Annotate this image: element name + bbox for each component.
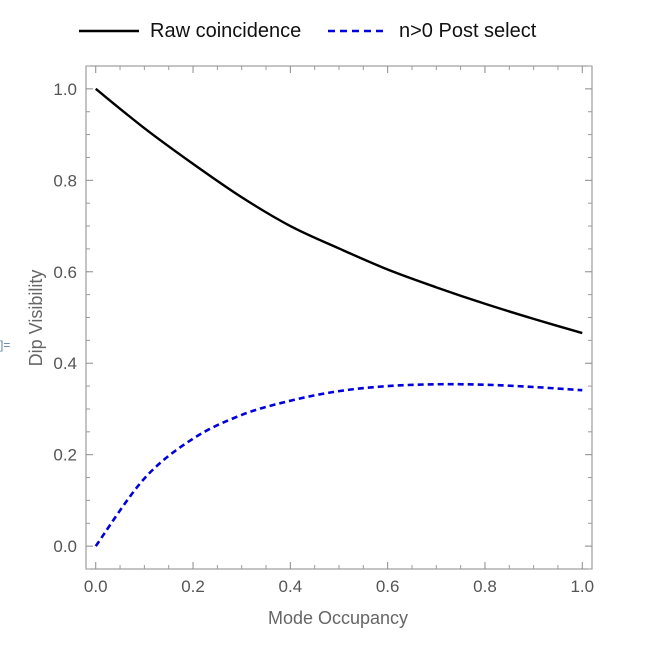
legend-label: Raw coincidence — [150, 20, 301, 42]
y-tick-label: 0.4 — [53, 354, 77, 373]
x-tick-label: 0.6 — [376, 577, 400, 596]
y-tick-label: 0.0 — [53, 537, 77, 556]
x-tick-label: 0.2 — [181, 577, 205, 596]
x-tick-label: 1.0 — [570, 577, 594, 596]
side-marker: ]= — [0, 338, 10, 352]
y-tick-label: 0.6 — [53, 263, 77, 282]
y-tick-label: 0.8 — [53, 171, 77, 190]
legend-label: n>0 Post select — [399, 20, 537, 42]
x-tick-label: 0.8 — [473, 577, 497, 596]
y-tick-label: 0.2 — [53, 446, 77, 465]
x-tick-label: 0.4 — [279, 577, 303, 596]
y-tick-label: 1.0 — [53, 80, 77, 99]
series-line-raw-coincidence — [94, 87, 583, 335]
y-axis-label: Dip Visibility — [26, 270, 46, 367]
x-tick-label: 0.0 — [84, 577, 108, 596]
x-axis-label: Mode Occupancy — [268, 608, 408, 628]
series-line-post-select — [94, 382, 583, 547]
